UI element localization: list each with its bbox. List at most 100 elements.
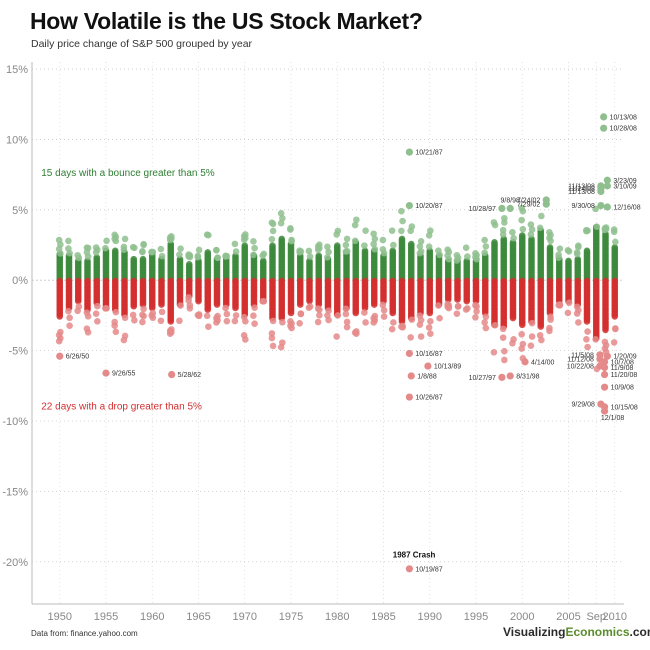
down-day-dot — [436, 314, 443, 322]
extreme-day-dot — [405, 201, 413, 210]
down-day-dot — [334, 312, 342, 319]
brand-part-1: Visualizing — [503, 625, 566, 639]
extreme-day-dot — [603, 176, 611, 184]
down-day-dot — [203, 312, 211, 320]
up-day-dot — [277, 219, 285, 227]
x-tick-label: 1970 — [233, 611, 257, 623]
annotation-layer: 6/26/50 9/26/55 5/28/62 10/21/87 10/20/87 10/… — [41, 114, 640, 573]
up-day-dot — [205, 231, 212, 239]
down-day-dot — [66, 314, 73, 322]
down-day-dot — [592, 336, 599, 343]
axis-layer: 15% 10% 5% 0% -5% -10% -15% -20% 1950 1955 1960 196… — [2, 62, 627, 623]
up-day-dot — [573, 250, 581, 258]
down-day-dot — [370, 319, 377, 326]
extreme-day-dot — [600, 407, 609, 415]
up-day-dot — [509, 228, 516, 236]
year-cluster-1984 — [370, 230, 379, 326]
year-cluster-1958 — [129, 243, 138, 324]
up-day-dot — [75, 254, 83, 262]
down-day-dot — [361, 309, 368, 316]
down-day-dot — [388, 325, 396, 333]
extreme-day-dot — [168, 370, 176, 379]
up-day-dot — [296, 247, 303, 254]
up-day-dot — [112, 237, 120, 245]
down-day-dot — [390, 319, 397, 326]
down-day-dot — [399, 324, 406, 331]
up-day-dot — [250, 251, 257, 259]
down-day-dot — [370, 301, 378, 308]
up-day-dot — [121, 235, 129, 243]
year-cluster-2004 — [555, 245, 564, 309]
down-day-dot — [343, 323, 351, 331]
year-cluster-1961 — [157, 245, 166, 325]
down-day-dot — [231, 317, 239, 325]
year-cluster-1999 — [509, 228, 517, 347]
up-day-dot — [333, 242, 341, 250]
brand-part-2: Economics — [565, 625, 630, 639]
year-cluster-1956 — [111, 231, 120, 336]
up-day-dot — [611, 244, 619, 251]
extreme-day-dot — [600, 363, 609, 372]
down-day-dot — [140, 305, 147, 313]
down-day-dot — [74, 297, 82, 305]
down-day-dot — [148, 304, 156, 312]
up-day-dot — [408, 223, 416, 230]
down-day-dot — [83, 325, 91, 333]
extreme-day-label: 10/13/08 — [610, 114, 637, 121]
year-cluster-1968 — [222, 252, 231, 325]
year-cluster-2009 — [601, 224, 610, 356]
extreme-day-label: 10/13/89 — [434, 364, 461, 371]
x-tick-label: 1950 — [48, 611, 72, 623]
up-day-dot — [546, 244, 554, 251]
y-tick-label: 15% — [6, 64, 28, 76]
down-day-dot — [269, 342, 277, 350]
y-tick-label: -20% — [2, 557, 28, 569]
year-cluster-1965 — [194, 246, 203, 320]
extreme-day-label: 10/20/87 — [415, 203, 442, 210]
extreme-day-label: 10/7/08 — [611, 359, 634, 366]
up-day-dot — [482, 243, 490, 250]
down-day-dot — [583, 336, 590, 343]
extreme-day-label: 10/15/08 — [611, 404, 638, 411]
down-day-dot — [195, 297, 202, 305]
extreme-day-label: 10/26/87 — [415, 395, 442, 402]
year-cluster-2001 — [527, 221, 536, 349]
down-day-dot — [342, 305, 350, 313]
year-cluster-1994 — [462, 244, 471, 313]
up-day-dot — [84, 244, 92, 252]
up-day-dot — [139, 255, 147, 263]
up-day-dot — [518, 216, 525, 224]
down-day-dot — [287, 309, 295, 317]
extreme-day-label: 7/24/02 — [517, 197, 540, 204]
up-day-dot — [547, 237, 554, 245]
down-day-dot — [435, 302, 442, 309]
year-cluster-1977 — [305, 247, 314, 311]
up-day-dot — [380, 249, 388, 257]
up-day-dot — [592, 205, 599, 213]
year-cluster-1953 — [83, 244, 92, 336]
down-day-dot — [277, 343, 285, 351]
y-tick-label: 0% — [12, 275, 28, 287]
down-day-dot — [573, 310, 581, 317]
down-day-dot — [296, 319, 303, 327]
up-day-dot — [351, 221, 359, 229]
down-day-dot — [379, 301, 387, 309]
down-day-dot — [601, 338, 609, 346]
extreme-day-label: 11/9/08 — [611, 365, 634, 372]
extreme-day-label: 3/23/09 — [613, 178, 636, 185]
up-day-dot — [602, 224, 610, 231]
up-day-dot — [538, 212, 545, 220]
extreme-day-dot — [405, 349, 413, 358]
down-day-dot — [509, 339, 516, 347]
down-day-dot — [509, 314, 517, 322]
up-day-dot — [140, 241, 147, 249]
up-day-dot — [398, 207, 405, 215]
down-day-dot — [427, 330, 434, 338]
down-day-dot — [501, 347, 508, 355]
down-day-dot — [111, 322, 118, 329]
up-day-dot — [453, 257, 461, 264]
extreme-day-dot — [603, 182, 611, 190]
up-day-dot — [527, 221, 535, 228]
grid-layer — [32, 62, 624, 604]
drop-callout: 22 days with a drop greater than 5% — [41, 402, 202, 413]
